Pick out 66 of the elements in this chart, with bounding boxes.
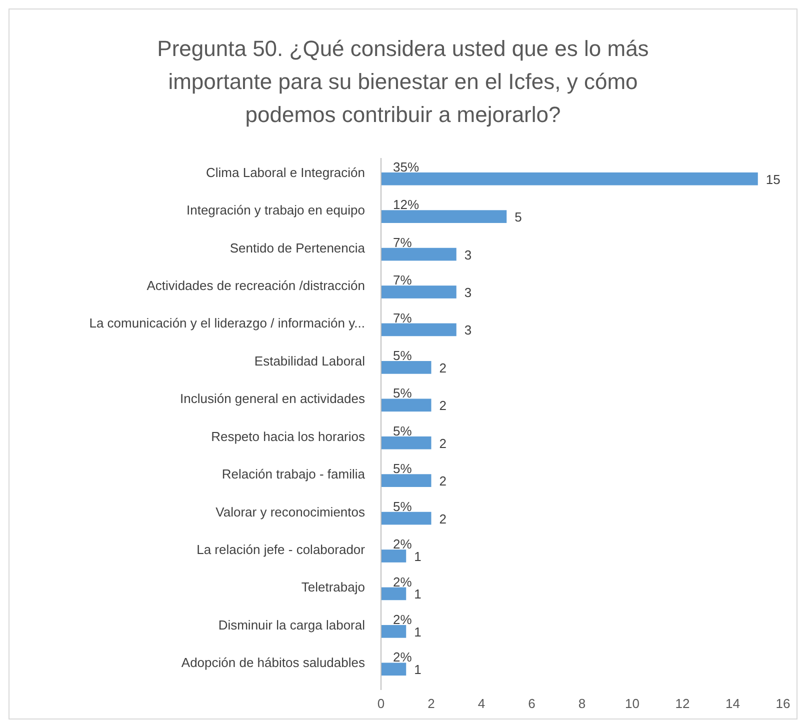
bar [381, 210, 507, 223]
annotation: 2% [393, 574, 412, 590]
annotation: 2% [393, 650, 412, 665]
data-label: 2 [439, 360, 446, 376]
data-label: 2 [439, 474, 446, 489]
y-tick-label: Sentido de Pertenencia [230, 240, 366, 256]
annotation: 5% [393, 423, 412, 438]
x-tick-label: 12 [675, 696, 690, 711]
data-label: 2 [439, 511, 446, 526]
annotation: 7% [393, 310, 412, 326]
y-tick-label: La comunicación y el liderazgo / información y... [89, 316, 365, 331]
data-label: 2 [439, 398, 446, 414]
data-label: 1 [414, 586, 422, 602]
bar [381, 286, 456, 298]
annotation: 5% [393, 461, 412, 476]
bar [381, 625, 406, 638]
x-tick-label: 6 [528, 696, 536, 711]
y-tick-label: Adopción de hábitos saludables [181, 655, 366, 670]
y-tick-label: Valorar y reconocimientos [216, 504, 366, 520]
bar [381, 587, 406, 600]
bar [381, 398, 432, 412]
annotation: 2% [393, 612, 412, 628]
y-tick-label: Inclusión general en actividades [180, 391, 366, 406]
bar [381, 323, 456, 336]
bar [381, 172, 758, 186]
data-label: 1 [414, 624, 422, 640]
data-label: 2 [439, 436, 446, 451]
x-tick-label: 8 [578, 696, 586, 711]
x-tick-label: 2 [428, 696, 435, 711]
data-label: 3 [464, 322, 472, 338]
y-tick-label: Teletrabajo [301, 580, 365, 595]
y-tick-label: Relación trabajo - familia [222, 466, 366, 482]
x-tick-label: 16 [776, 696, 790, 711]
annotation: 5% [393, 386, 412, 401]
annotation: 7% [393, 234, 412, 250]
bar [381, 662, 406, 676]
y-tick-label: Estabilidad Laboral [254, 353, 366, 368]
annotation: 2% [393, 536, 412, 552]
bar [381, 361, 432, 374]
bar [381, 248, 456, 261]
annotation: 7% [393, 272, 412, 288]
y-tick-label: La relación jefe - colaborador [196, 542, 366, 557]
data-label: 1 [414, 549, 422, 564]
bar [381, 512, 432, 525]
bar [381, 550, 406, 562]
data-label: 1 [414, 662, 422, 678]
x-tick-label: 0 [377, 696, 385, 711]
x-tick-label: 10 [625, 696, 640, 711]
x-tick-label: 14 [726, 696, 740, 711]
annotation: 35% [393, 159, 420, 174]
y-tick-label: Clima Laboral e Integración [206, 164, 365, 180]
y-tick-label: Disminuir la carga laboral [218, 617, 366, 632]
annotation: 5% [393, 348, 412, 364]
x-tick-label: 4 [478, 696, 486, 711]
data-label: 3 [464, 247, 472, 262]
annotation: 5% [393, 498, 412, 514]
data-label: 15 [766, 172, 780, 187]
bar [381, 436, 432, 450]
chart-title: Pregunta 50. ¿Qué considera usted que es lo más importante para su bienestar en el Icfes, y cómo podemos contribuir a mejorarlo? [157, 36, 649, 127]
y-tick-label: Respeto hacia los horarios [211, 428, 366, 444]
bar [381, 474, 432, 487]
y-tick-label: Actividades de recreación /distracción [146, 278, 365, 293]
data-label: 3 [464, 285, 472, 300]
data-label: 5 [514, 210, 522, 225]
y-tick-label: Integración y trabajo en equipo [186, 202, 365, 218]
annotation: 12% [393, 197, 420, 212]
